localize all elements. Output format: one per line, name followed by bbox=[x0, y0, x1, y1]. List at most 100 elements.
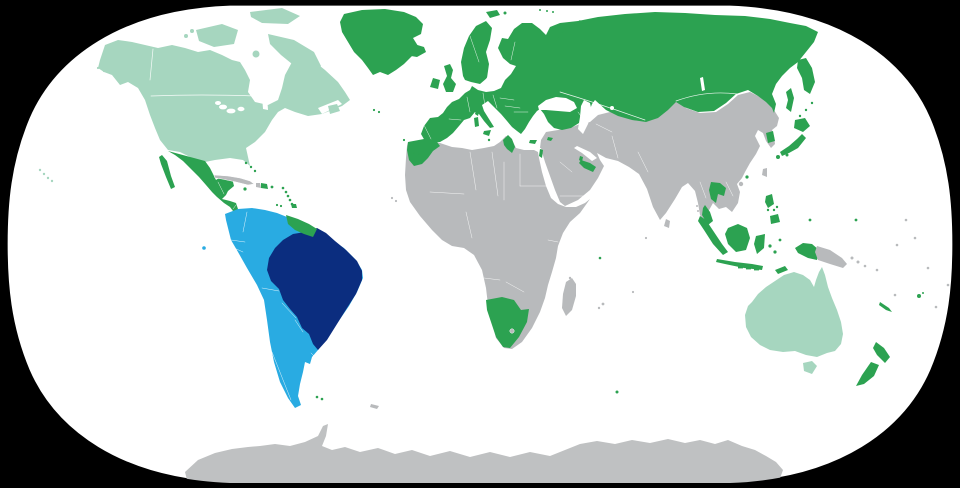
island-dot bbox=[772, 208, 776, 212]
region-hawaii-dot bbox=[38, 168, 42, 172]
island-dot bbox=[184, 34, 188, 38]
island-dot bbox=[108, 71, 112, 75]
island-dot bbox=[284, 190, 288, 194]
region-new-caledonia bbox=[879, 302, 892, 312]
island-dot bbox=[775, 205, 779, 209]
island-dot bbox=[279, 204, 283, 208]
region-thailand bbox=[709, 182, 726, 203]
island-dot bbox=[778, 238, 782, 242]
border-line bbox=[261, 287, 280, 292]
region-cyprus bbox=[547, 137, 553, 141]
island-dot bbox=[804, 108, 808, 112]
region-japan-shikoku bbox=[785, 153, 789, 157]
region-morocco bbox=[407, 139, 440, 166]
region-newfoundland bbox=[328, 104, 340, 114]
region-japan-kyushu bbox=[776, 155, 780, 159]
region-malaysia bbox=[702, 205, 713, 225]
region-corsica bbox=[475, 110, 479, 116]
region-denmark bbox=[473, 66, 480, 76]
region-lesotho bbox=[509, 328, 515, 334]
region-trinidad bbox=[291, 204, 297, 208]
island-dot bbox=[252, 50, 260, 58]
island-dot bbox=[895, 243, 899, 247]
baltic-sea bbox=[480, 66, 514, 90]
franz-josef-dots bbox=[539, 9, 554, 13]
island-dot bbox=[913, 236, 917, 240]
caspian-sea bbox=[578, 100, 592, 134]
border-line bbox=[429, 191, 465, 195]
region-sumatra bbox=[698, 216, 728, 255]
lesser-sunda-timor bbox=[738, 238, 788, 274]
region-azores-dot bbox=[377, 110, 381, 114]
kuril-dots bbox=[798, 101, 814, 118]
island-dot bbox=[281, 186, 285, 190]
island-dot bbox=[922, 292, 924, 294]
region-madagascar bbox=[562, 278, 576, 316]
island-dot bbox=[320, 397, 324, 401]
border-line bbox=[469, 151, 477, 191]
caribbean-green-dots bbox=[243, 161, 297, 208]
lake bbox=[215, 101, 221, 105]
region-borneo bbox=[725, 224, 750, 252]
border-spain-france bbox=[448, 118, 462, 121]
region-hawaii-dot bbox=[46, 176, 50, 180]
pacific-green-dots bbox=[808, 218, 924, 298]
region-great-britain bbox=[443, 64, 456, 92]
region-hawaii-dot bbox=[42, 172, 46, 176]
region-brazil bbox=[267, 228, 362, 350]
region-sulawesi bbox=[754, 234, 765, 254]
region-andaman-dot bbox=[696, 205, 698, 207]
region-balearics bbox=[450, 126, 454, 130]
region-hainan bbox=[738, 181, 744, 187]
region-dominican-republic bbox=[261, 183, 268, 189]
border-russia-mongolia bbox=[675, 92, 738, 102]
region-southern-africa bbox=[486, 297, 529, 348]
region-palau bbox=[808, 218, 812, 222]
region-ireland bbox=[430, 78, 440, 89]
ocean-gray-dots bbox=[390, 196, 699, 310]
island-dot bbox=[738, 266, 743, 269]
region-malta bbox=[487, 138, 491, 142]
region-sardinia bbox=[474, 117, 479, 127]
region-japan-hokkaido bbox=[794, 118, 810, 132]
region-jamaica bbox=[243, 187, 247, 191]
region-australia bbox=[745, 267, 843, 357]
region-svalbard bbox=[486, 10, 500, 18]
island-dot bbox=[768, 244, 772, 248]
melanesia-gray-dots bbox=[850, 218, 950, 309]
lake bbox=[226, 108, 236, 114]
island-dot bbox=[552, 11, 554, 13]
island-dot bbox=[114, 72, 118, 76]
region-baffin-island bbox=[268, 34, 321, 78]
region-sri-lanka bbox=[664, 219, 670, 228]
region-sao-tome bbox=[468, 240, 472, 244]
island-dot bbox=[288, 198, 292, 202]
region-sicily bbox=[483, 130, 491, 136]
region-greenland bbox=[340, 9, 423, 75]
region-uae bbox=[579, 160, 596, 172]
border-line bbox=[504, 105, 521, 109]
border-vietnam-laos bbox=[725, 181, 734, 197]
region-bahamas-dot bbox=[244, 161, 248, 165]
border-uruguay bbox=[310, 352, 319, 361]
border-portugal-spain bbox=[423, 124, 432, 140]
border-russia-kazakhstan bbox=[559, 91, 646, 121]
border-turkey-caucasus bbox=[577, 111, 586, 123]
aleutian-hawaii-dots bbox=[38, 66, 118, 183]
region-guyanas bbox=[286, 215, 317, 237]
island-dot bbox=[546, 10, 548, 12]
canadian-arctic-islands bbox=[184, 8, 321, 78]
region-new-zealand-north bbox=[873, 342, 890, 363]
region-reunion bbox=[597, 306, 601, 310]
border-line bbox=[499, 97, 515, 101]
island-dot-svalbard-east bbox=[503, 11, 507, 15]
island-dot bbox=[746, 267, 751, 270]
region-canary-dot bbox=[412, 151, 416, 155]
border-line bbox=[242, 211, 248, 233]
region-tasmania bbox=[803, 361, 817, 374]
island-dot bbox=[766, 208, 770, 212]
region-madeira bbox=[402, 138, 406, 142]
region-philippines-mindanao bbox=[770, 214, 780, 224]
island-dot bbox=[863, 264, 867, 268]
